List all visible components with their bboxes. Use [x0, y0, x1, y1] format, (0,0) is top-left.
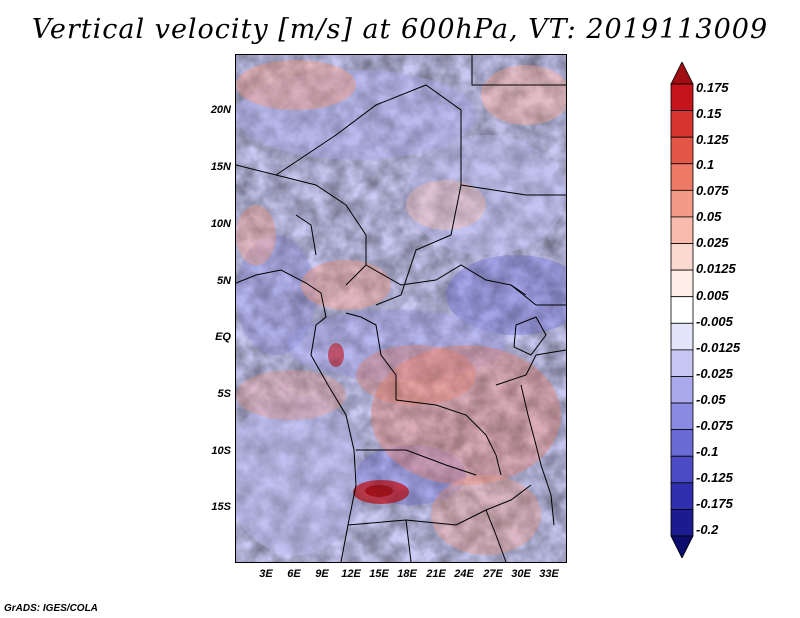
colorbar-segment: [670, 349, 694, 377]
colorbar-label: -0.025: [696, 366, 733, 381]
colorbar-segment: [670, 83, 694, 111]
colorbar-label: -0.0125: [696, 340, 741, 355]
colorbar-label: 0.15: [696, 106, 722, 121]
colorbar-segment: [670, 243, 694, 271]
colorbar-segment: [670, 269, 694, 298]
y-tick-label: 15N: [210, 161, 231, 173]
colorbar-segment: [670, 429, 694, 457]
colorbar-segment: [670, 535, 694, 558]
colorbar: [670, 62, 694, 558]
x-tick-label: 15E: [369, 568, 389, 580]
colorbar-segment: [670, 163, 694, 191]
colorbar-label: -0.125: [696, 470, 733, 485]
vertical-velocity-field: [236, 55, 566, 562]
colorbar-label: -0.1: [696, 444, 719, 459]
x-tick-label: 24E: [454, 568, 474, 580]
colorbar-segment: [670, 455, 694, 484]
x-tick-label: 3E: [259, 568, 273, 580]
x-tick-label: 33E: [539, 568, 559, 580]
colorbar-segment: [670, 509, 694, 537]
colorbar-label: 0.125: [696, 132, 729, 147]
y-tick-label: 5S: [217, 388, 231, 400]
colorbar-label: -0.2: [696, 522, 719, 537]
x-tick-label: 12E: [341, 568, 361, 580]
x-tick-label: 30E: [511, 568, 531, 580]
colorbar-label: 0.05: [696, 209, 722, 224]
colorbar-segment: [670, 216, 694, 244]
y-tick-label: 5N: [216, 275, 231, 287]
colorbar-label: 0.025: [696, 235, 729, 250]
x-tick-label: 27E: [483, 568, 503, 580]
colorbar-label: -0.175: [696, 496, 733, 511]
colorbar-label: -0.05: [696, 392, 726, 407]
colorbar-label: 0.175: [696, 80, 729, 95]
colorbar-segment: [670, 136, 694, 165]
chart-title: Vertical velocity [m/s] at 600hPa, VT: 2…: [31, 14, 769, 45]
colorbar-label: 0.005: [696, 288, 729, 303]
x-tick-label: 18E: [397, 568, 417, 580]
colorbar-label: -0.075: [696, 418, 733, 433]
map-panel: [235, 54, 567, 563]
colorbar-label: 0.075: [696, 183, 729, 198]
x-tick-label: 9E: [315, 568, 329, 580]
colorbar-segment: [670, 189, 694, 218]
colorbar-segment: [670, 296, 694, 324]
colorbar-label: -0.005: [696, 314, 733, 329]
y-tick-label: 10S: [211, 445, 231, 457]
colorbar-segment: [670, 376, 694, 404]
colorbar-label: 0.0125: [696, 261, 736, 276]
colorbar-segment: [670, 402, 694, 431]
y-tick-label: EQ: [215, 331, 231, 343]
y-tick-label: 10N: [210, 218, 231, 230]
x-tick-label: 21E: [426, 568, 446, 580]
y-tick-label: 20N: [210, 104, 231, 116]
y-tick-label: 15S: [211, 501, 231, 513]
colorbar-segment: [670, 322, 694, 351]
x-tick-label: 6E: [287, 568, 301, 580]
colorbar-segment: [670, 482, 694, 510]
colorbar-label: 0.1: [696, 157, 715, 172]
colorbar-segment: [670, 110, 694, 138]
grads-credit: GrADS: IGES/COLA: [4, 603, 98, 614]
colorbar-segment: [670, 62, 694, 85]
